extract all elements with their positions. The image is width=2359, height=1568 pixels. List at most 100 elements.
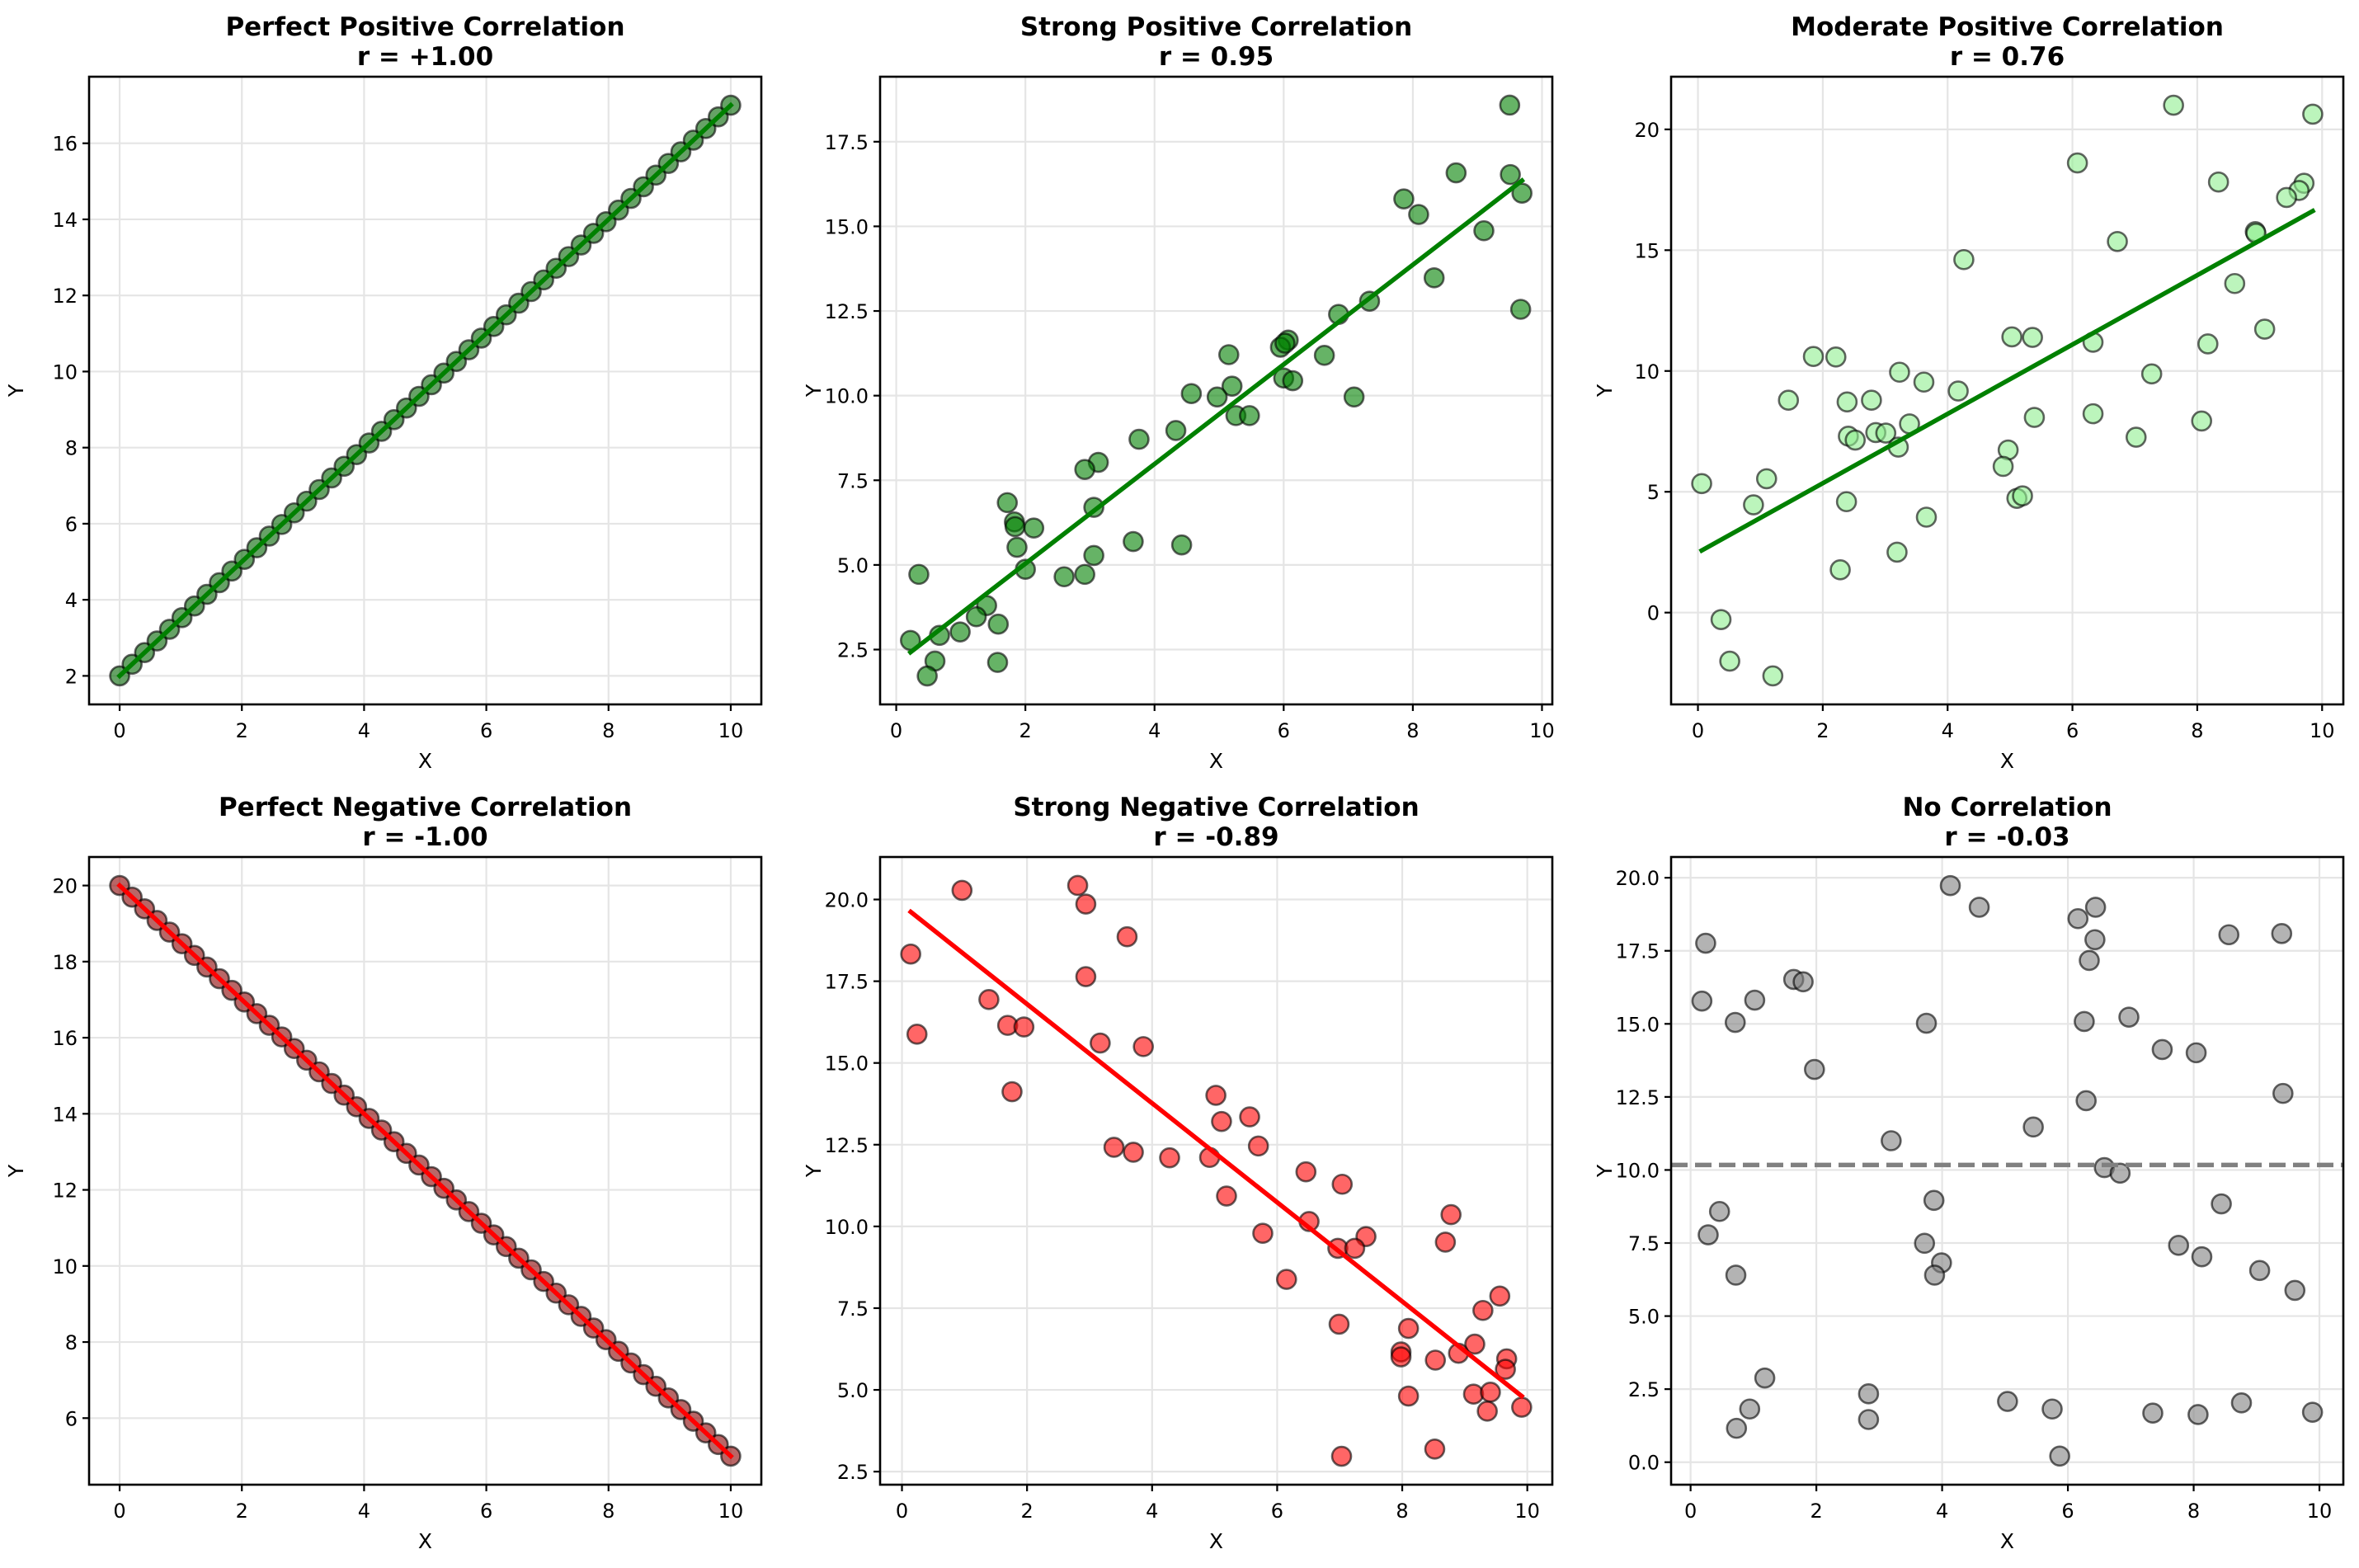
plot-area [899,94,1533,687]
y-tick-label: 2.5 [837,639,869,662]
data-point [1159,1147,1180,1169]
data-point [2218,924,2240,946]
x-tick-label: 8 [602,719,614,742]
y-tick-label: 15.0 [1616,1013,1660,1036]
data-point [1473,219,1495,242]
data-point [2302,103,2324,125]
data-point [1170,534,1193,556]
x-tick-label: 0 [896,1500,908,1523]
data-point [1434,1231,1457,1253]
x-tick-label: 2 [1810,1500,1822,1523]
data-point [2248,1260,2271,1282]
x-tick-label: 4 [1146,1500,1158,1523]
subplot-title: Perfect Negative Correlation [219,793,632,822]
data-point [1343,386,1365,408]
data-point [1835,491,1858,513]
y-tick-label: 5.0 [837,1379,869,1402]
data-point [2211,1193,2232,1215]
axes-frame [1669,75,2345,706]
x-tick-label: 4 [358,1500,370,1523]
data-point [1205,1085,1227,1106]
y-tick-label: 12.5 [1616,1086,1660,1109]
plot-area [1671,874,2343,1467]
x-axis-label: X [1209,1529,1223,1553]
x-tick-label: 6 [1278,719,1290,742]
data-point [1128,428,1150,450]
data-point [1953,248,1975,271]
y-axis-label: Y [1593,1164,1617,1178]
axes-frame [87,75,763,706]
data-point [2084,897,2107,918]
data-point [2023,407,2046,428]
y-tick-label: 5.0 [1628,1306,1660,1329]
data-point [1495,1358,1516,1380]
y-tick-label: 20.0 [1616,867,1660,890]
subplot-title: Moderate Positive Correlation [1791,12,2224,42]
data-point [949,621,971,643]
data-point [2253,318,2276,340]
y-tick-label: 2.5 [837,1461,869,1484]
grid [89,77,761,704]
y-tick-label: 17.5 [825,971,869,994]
data-point [900,943,921,965]
data-point [1792,971,1814,993]
data-point [1914,1232,1936,1255]
x-tick-label: 0 [890,719,902,742]
y-tick-label: 8 [65,1331,78,1354]
subplot-subtitle: r = -0.03 [1944,822,2069,852]
data-point [1739,1398,1761,1420]
data-point [2163,94,2184,116]
regression-line [116,882,734,1460]
y-tick-label: 12.5 [825,1134,869,1157]
data-point [1275,1269,1297,1290]
x-axis-label: X [2000,1529,2014,1553]
x-tick-label: 2 [1816,719,1829,742]
data-point [1754,1367,1776,1389]
data-point [1252,1222,1274,1245]
data-point [1947,380,1969,402]
y-tick-label: 12.5 [825,300,869,323]
data-point [1913,371,1935,393]
x-tick-label: 8 [2191,719,2203,742]
x-tick-label: 8 [1406,719,1419,742]
x-axis-label: X [1209,749,1223,773]
data-point [1500,163,1521,186]
data-point [1180,383,1203,404]
data-point [2079,949,2100,972]
data-point [1123,530,1144,553]
axes-frame [87,855,763,1486]
x-tick-label: 4 [358,719,370,742]
data-point [2049,1445,2070,1467]
x-tick-label: 4 [1936,1500,1948,1523]
y-tick-label: 15.0 [825,1052,869,1076]
data-point [1762,665,1784,687]
data-point [2224,272,2246,294]
subplot-subtitle: r = +1.00 [357,42,493,72]
data-point [1695,932,1716,954]
x-axis-label: X [418,749,432,773]
y-tick-label: 10 [1634,360,1660,384]
data-point [2272,1082,2294,1104]
data-point [1472,1299,1494,1321]
data-point [1836,391,1858,413]
x-tick-label: 8 [1396,1500,1408,1523]
data-point [2001,326,2022,348]
data-point [2140,363,2163,385]
y-tick-label: 20.0 [825,889,869,912]
y-tick-label: 5 [1647,481,1660,504]
y-axis-label: Y [802,384,826,398]
data-point [1424,1438,1446,1460]
y-tick-label: 5.0 [837,554,869,577]
data-point [2142,1402,2164,1424]
x-tick-label: 6 [1271,1500,1283,1523]
x-tick-label: 0 [113,1500,125,1523]
data-point [965,605,987,628]
y-axis-label: Y [4,1164,28,1178]
data-point [1858,1383,1880,1405]
data-point [1116,925,1138,948]
subplot-title: No Correlation [1902,793,2112,822]
subplot-title: Perfect Positive Correlation [225,12,624,42]
x-tick-label: 10 [2310,719,2335,742]
